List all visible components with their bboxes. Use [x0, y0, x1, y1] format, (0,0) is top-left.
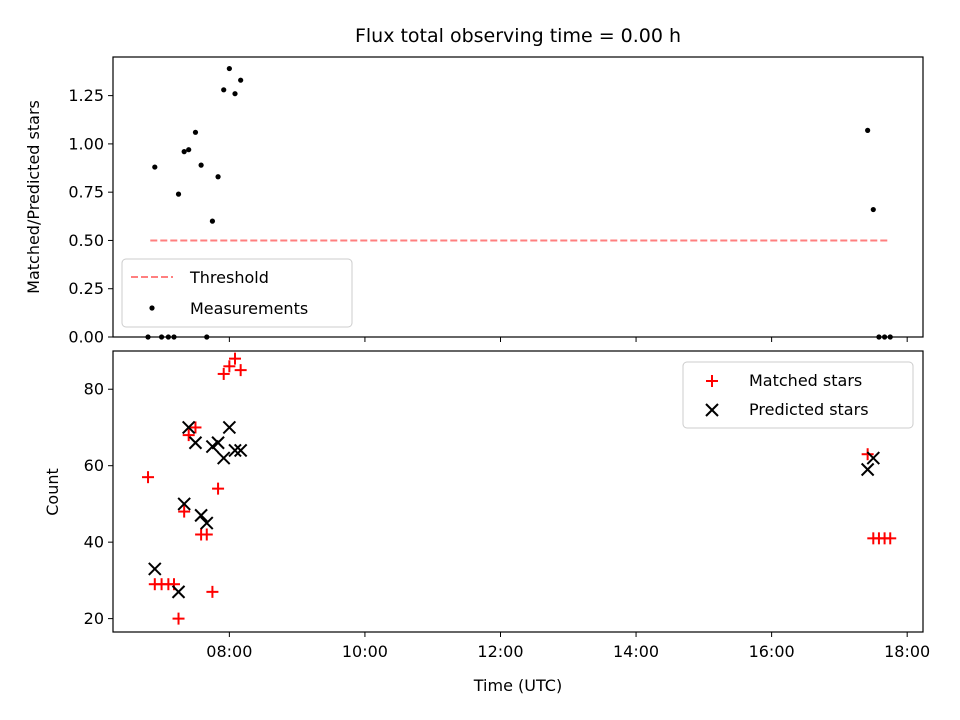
predicted-star-point	[148, 562, 162, 576]
matched-star-point	[206, 585, 219, 598]
predicted-star-point	[217, 451, 231, 465]
top-x-ticks	[228, 337, 908, 342]
bottom-y-ticks: 20 40 60 80	[84, 380, 113, 628]
measurement-point	[175, 191, 182, 197]
matched-star-point	[861, 448, 874, 461]
measurement-point	[186, 147, 192, 153]
predicted-star-point	[181, 420, 196, 435]
measurement-point	[221, 87, 227, 93]
legend-threshold-label: Threshold	[189, 268, 269, 287]
top-y-tick-label: 0.75	[68, 183, 104, 202]
legend-measurements-label: Measurements	[190, 299, 308, 318]
bottom-plot-frame	[112, 350, 924, 633]
bottom-y-tick-label: 40	[84, 533, 104, 552]
measurement-point	[181, 149, 187, 155]
matched-star-point	[884, 532, 897, 545]
predicted-star-point	[200, 516, 214, 530]
bottom-x-tick-label: 18:00	[884, 642, 930, 661]
bottom-y-tick-label: 20	[84, 609, 104, 628]
bottom-x-tick-label: 12:00	[477, 642, 523, 661]
measurement-point	[226, 65, 232, 72]
measurement-point	[192, 129, 199, 135]
predicted-star-point	[860, 462, 875, 477]
bottom-x-ticks: 08:00 10:00 12:00 14:00 16:00 18:00	[206, 632, 930, 661]
bottom-y-axis-label: Count	[43, 468, 62, 516]
top-data-layer	[145, 65, 893, 340]
matched-star-point	[172, 612, 185, 625]
predicted-star-point	[222, 420, 237, 435]
legend-matched-label: Matched stars	[749, 371, 862, 390]
bottom-x-tick-label: 14:00	[613, 642, 659, 661]
measurement-point	[215, 174, 221, 180]
legend-measurements-swatch	[149, 305, 155, 311]
matched-star-point	[217, 367, 230, 380]
bottom-x-tick-label: 16:00	[749, 642, 795, 661]
bottom-legend-box	[682, 361, 914, 429]
legend-predicted-label: Predicted stars	[749, 400, 869, 419]
predicted-star-point	[205, 439, 220, 454]
matched-star-point	[229, 352, 242, 365]
legend-predicted-swatch	[705, 403, 719, 417]
bottom-x-tick-label: 08:00	[206, 642, 252, 661]
bottom-x-axis-label: Time (UTC)	[473, 676, 562, 695]
predicted-star-point	[866, 451, 881, 465]
top-y-tick-label: 1.25	[68, 86, 104, 105]
top-y-tick-label: 0.00	[68, 328, 104, 347]
top-panel: 0.00 0.25 0.50 0.75 1.00 1.25 Matched/Predict…	[24, 56, 924, 347]
matched-star-point	[200, 528, 213, 541]
bottom-data-layer	[142, 352, 897, 625]
predicted-star-point	[228, 443, 242, 458]
bottom-legend: Matched stars Predicted stars	[682, 361, 914, 429]
legend-matched-swatch	[706, 375, 718, 387]
top-y-tick-label: 0.50	[68, 231, 104, 250]
matched-star-point	[142, 471, 155, 484]
top-chart-title: Flux total observing time = 0.00 h	[355, 25, 681, 47]
predicted-star-point	[211, 436, 225, 450]
measurement-point	[238, 77, 244, 83]
top-legend: Threshold Measurements	[121, 258, 353, 328]
measurement-point	[865, 127, 871, 133]
matched-star-point	[234, 364, 247, 377]
predicted-star-point	[233, 443, 248, 458]
matched-star-point	[212, 482, 225, 495]
matched-star-point	[178, 505, 191, 518]
matched-star-point	[223, 360, 236, 373]
measurement-point	[198, 162, 204, 168]
measurement-point	[870, 206, 876, 213]
predicted-star-point	[171, 585, 186, 599]
top-y-tick-label: 1.00	[68, 134, 104, 153]
measurement-point	[152, 164, 158, 170]
bottom-x-tick-label: 10:00	[342, 642, 388, 661]
predicted-star-point	[188, 436, 203, 450]
bottom-y-tick-label: 80	[84, 380, 104, 399]
predicted-star-point	[177, 497, 191, 511]
top-plot-frame	[112, 56, 924, 338]
measurement-point	[209, 218, 216, 224]
top-y-axis-label: Matched/Predicted stars	[24, 100, 43, 294]
matched-star-point	[189, 421, 202, 434]
bottom-y-tick-label: 60	[84, 456, 104, 475]
top-y-ticks: 0.00 0.25 0.50 0.75 1.00 1.25	[68, 86, 113, 347]
measurement-point	[232, 91, 238, 97]
top-y-tick-label: 0.25	[68, 279, 104, 298]
matched-star-point	[182, 429, 195, 442]
top-legend-box	[121, 258, 353, 328]
predicted-star-point	[194, 508, 208, 523]
